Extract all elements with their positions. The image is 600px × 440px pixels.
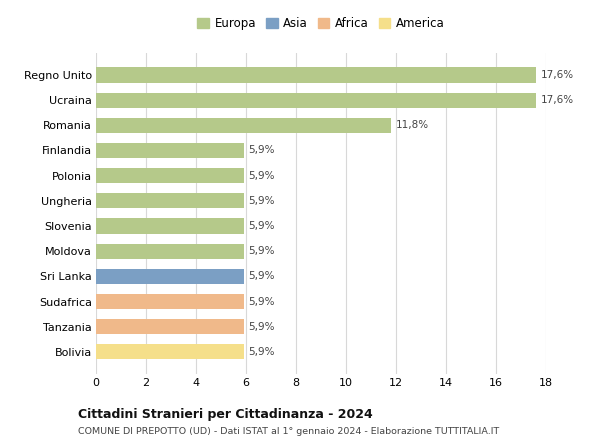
Text: 5,9%: 5,9% <box>248 171 275 181</box>
Bar <box>96 193 244 209</box>
Text: 5,9%: 5,9% <box>248 297 275 307</box>
Text: 17,6%: 17,6% <box>541 95 574 105</box>
Text: Cittadini Stranieri per Cittadinanza - 2024: Cittadini Stranieri per Cittadinanza - 2… <box>78 408 373 422</box>
Bar <box>96 92 536 108</box>
Bar <box>96 319 244 334</box>
Bar <box>96 344 244 359</box>
Legend: Europa, Asia, Africa, America: Europa, Asia, Africa, America <box>193 14 449 34</box>
Bar <box>96 294 244 309</box>
Text: 17,6%: 17,6% <box>541 70 574 80</box>
Text: COMUNE DI PREPOTTO (UD) - Dati ISTAT al 1° gennaio 2024 - Elaborazione TUTTITALI: COMUNE DI PREPOTTO (UD) - Dati ISTAT al … <box>78 427 499 436</box>
Text: 5,9%: 5,9% <box>248 271 275 281</box>
Text: 5,9%: 5,9% <box>248 146 275 155</box>
Bar <box>96 168 244 183</box>
Bar <box>96 143 244 158</box>
Text: 5,9%: 5,9% <box>248 221 275 231</box>
Text: 5,9%: 5,9% <box>248 347 275 357</box>
Bar <box>96 67 536 83</box>
Bar <box>96 118 391 133</box>
Text: 11,8%: 11,8% <box>396 120 429 130</box>
Text: 5,9%: 5,9% <box>248 196 275 206</box>
Bar <box>96 218 244 234</box>
Bar <box>96 269 244 284</box>
Text: 5,9%: 5,9% <box>248 246 275 256</box>
Text: 5,9%: 5,9% <box>248 322 275 332</box>
Bar <box>96 244 244 259</box>
